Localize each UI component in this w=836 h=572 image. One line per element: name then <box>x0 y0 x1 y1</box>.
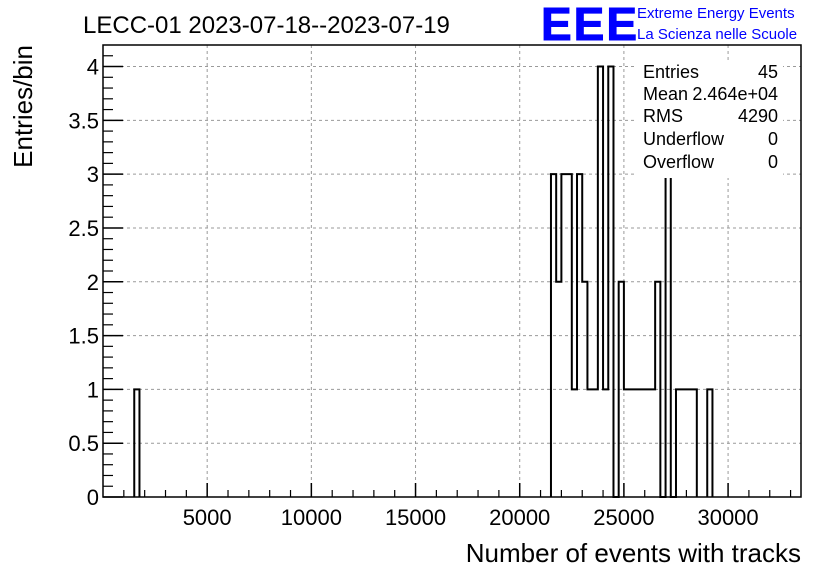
x-tick-label: 20000 <box>489 505 550 530</box>
stats-box: Entries 45 Mean 2.464e+04 RMS 4290 Under… <box>637 60 783 178</box>
histogram-bin <box>686 389 691 497</box>
histogram-bin <box>655 282 660 497</box>
histogram-bin <box>598 67 603 497</box>
stats-rms-value: 4290 <box>738 106 778 126</box>
histogram-bin <box>572 389 577 497</box>
x-tick-labels: 5000 10000 15000 20000 25000 30000 <box>183 505 759 530</box>
stats-underflow-label: Underflow <box>643 129 725 149</box>
histogram-bin <box>666 174 671 497</box>
y-tick-label: 4 <box>87 55 99 80</box>
y-tick-label: 0.5 <box>68 431 99 456</box>
eee-logo-line2: La Scienza nelle Scuole <box>637 26 797 43</box>
stats-entries-label: Entries <box>643 62 699 82</box>
stats-overflow-value: 0 <box>768 152 778 172</box>
histogram-bin <box>707 389 712 497</box>
eee-logo: EEE <box>541 0 639 50</box>
grid-lines <box>103 45 801 497</box>
histogram-bin <box>619 282 624 497</box>
histogram-bin <box>561 174 566 497</box>
histogram-bin <box>645 389 650 497</box>
histogram-bin <box>567 174 572 497</box>
histogram-bin <box>551 174 556 497</box>
histogram-bin <box>577 174 582 497</box>
y-tick-label: 2.5 <box>68 216 99 241</box>
histogram-bin <box>608 67 613 497</box>
stats-underflow-value: 0 <box>768 129 778 149</box>
histogram-bin <box>681 389 686 497</box>
histogram-bin <box>640 389 645 497</box>
eee-logo-line1: Extreme Energy Events <box>637 5 795 22</box>
y-tick-label: 1 <box>87 377 99 402</box>
histogram-bin <box>587 389 592 497</box>
y-tick-labels: 0 0.5 1 1.5 2 2.5 3 3.5 4 <box>68 55 99 510</box>
y-tick-label: 3 <box>87 162 99 187</box>
histogram-bin <box>582 282 587 497</box>
x-tick-label: 25000 <box>593 505 654 530</box>
histogram-bin <box>603 389 608 497</box>
histogram-bin <box>134 389 139 497</box>
chart-title: LECC-01 2023-07-18--2023-07-19 <box>83 12 450 39</box>
y-tick-label: 3.5 <box>68 108 99 133</box>
y-axis-title: Entries/bin <box>8 45 38 168</box>
histogram-bin <box>634 389 639 497</box>
y-tick-label: 2 <box>87 270 99 295</box>
histogram-bin <box>593 389 598 497</box>
histogram-bin <box>692 389 697 497</box>
x-tick-label: 15000 <box>385 505 446 530</box>
stats-rms-label: RMS <box>643 106 683 126</box>
stats-mean-label: Mean <box>643 84 688 104</box>
stats-mean-value: 2.464e+04 <box>692 84 778 104</box>
y-tick-label: 0 <box>87 485 99 510</box>
stats-entries-value: 45 <box>758 62 778 82</box>
y-tick-label: 1.5 <box>68 324 99 349</box>
histogram-bin <box>650 389 655 497</box>
histogram-bin <box>676 389 681 497</box>
x-tick-label: 5000 <box>183 505 232 530</box>
histogram-bin <box>629 389 634 497</box>
histogram-bin <box>556 282 561 497</box>
x-axis-title: Number of events with tracks <box>466 538 801 568</box>
stats-box-bg <box>637 60 783 178</box>
axis-ticks <box>103 55 792 498</box>
histogram-bin <box>624 389 629 497</box>
stats-overflow-label: Overflow <box>643 152 715 172</box>
x-tick-label: 10000 <box>281 505 342 530</box>
x-tick-label: 30000 <box>697 505 758 530</box>
